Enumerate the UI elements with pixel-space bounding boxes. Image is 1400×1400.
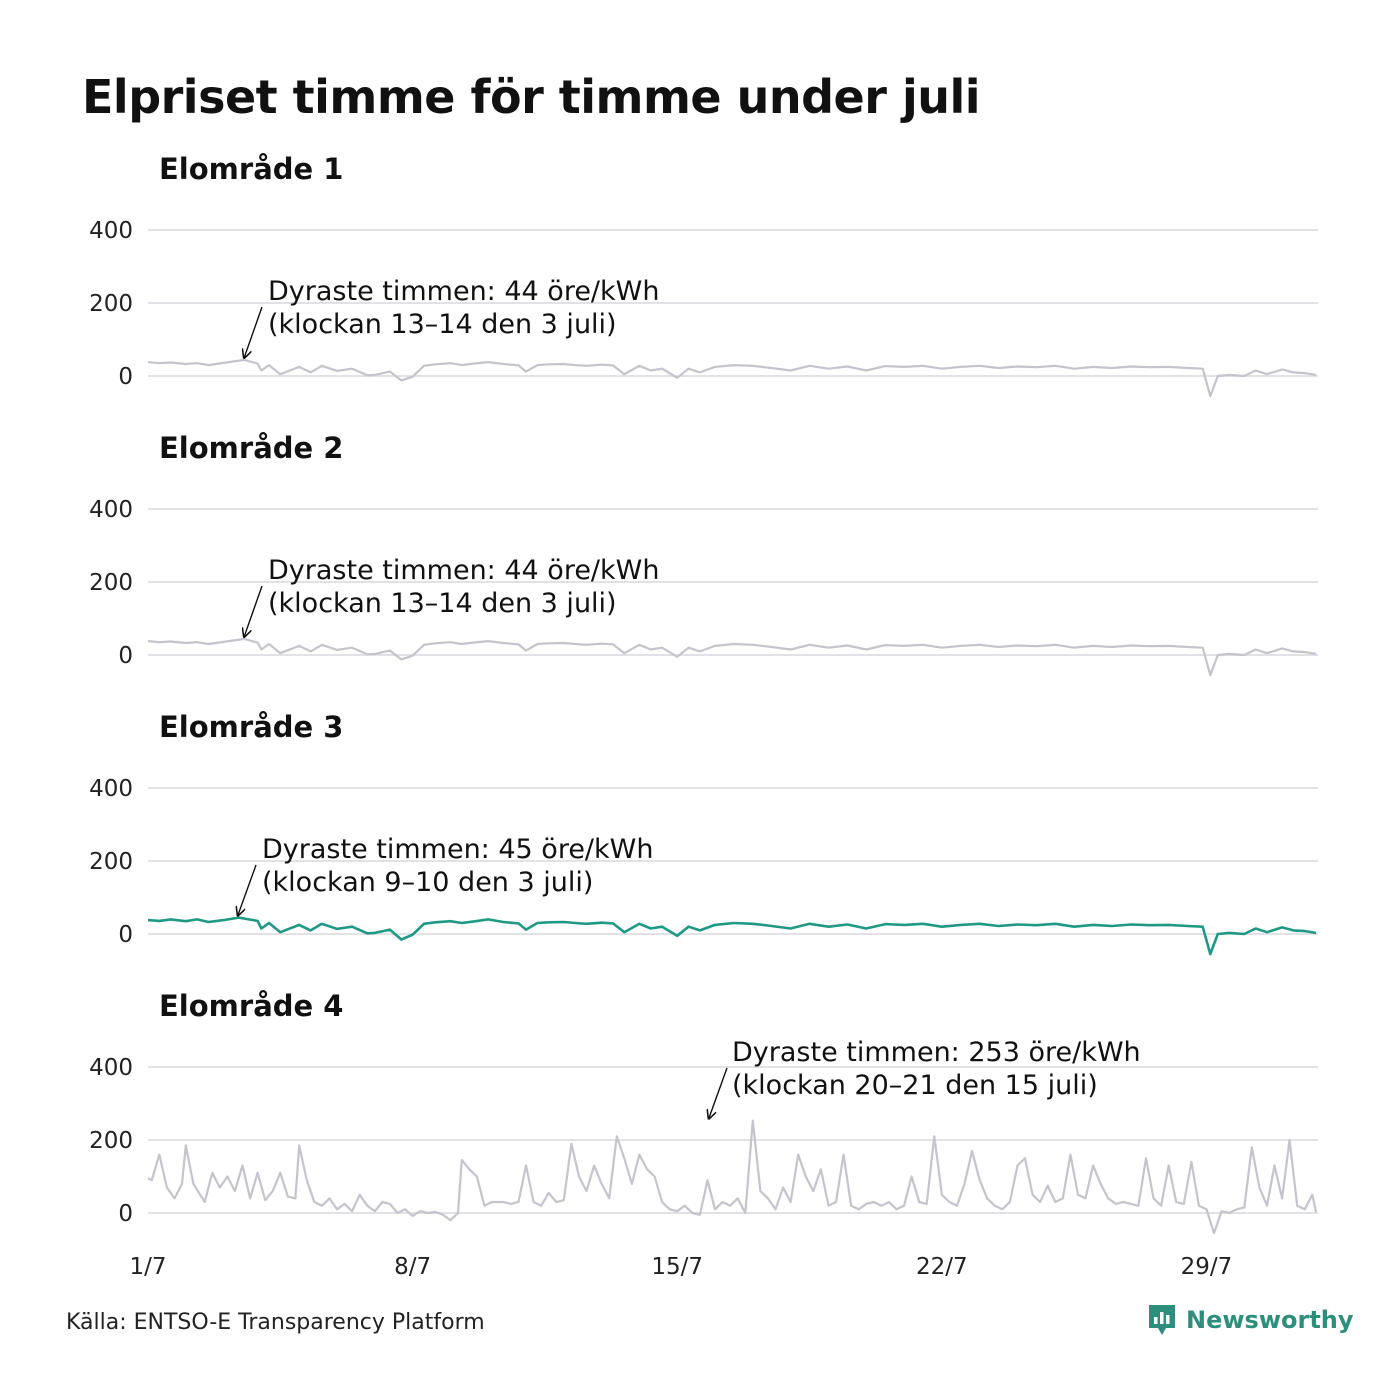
panel-elomrade-1: Elområde 1 0 200 400 Dyraste timmen: 44 öre/… — [89, 152, 1318, 398]
y-tick-label-400: 400 — [89, 776, 133, 802]
panel-subtitle: Elområde 4 — [159, 989, 343, 1023]
panel-elomrade-4: Elområde 4 0 200 400 Dyraste timmen: 253 öre… — [89, 989, 1318, 1280]
y-tick-label-0: 0 — [118, 1201, 133, 1227]
annotation-max-time: (klockan 20–21 den 15 juli) — [732, 1070, 1098, 1101]
x-tick-label: 29/7 — [1181, 1254, 1233, 1280]
newsworthy-bar-chart-icon — [1149, 1305, 1175, 1335]
y-tick-label-0: 0 — [118, 922, 133, 948]
y-tick-label-200: 200 — [89, 849, 133, 875]
annotation-max-time: (klockan 13–14 den 3 juli) — [268, 309, 617, 340]
series-line — [147, 358, 1317, 398]
annotation-max-price: Dyraste timmen: 44 öre/kWh — [268, 276, 659, 307]
y-tick-label-200: 200 — [89, 291, 133, 317]
x-tick-label: 22/7 — [916, 1254, 968, 1280]
series-line — [147, 1119, 1318, 1235]
panel-elomrade-3: Elområde 3 0 200 400 Dyraste timmen: 45 öre/… — [89, 710, 1318, 956]
panel-subtitle: Elområde 2 — [159, 431, 343, 465]
series-line — [147, 916, 1317, 956]
newsworthy-logo: Newsworthy — [1146, 1302, 1354, 1338]
y-tick-label-400: 400 — [89, 218, 133, 244]
panel-subtitle: Elområde 1 — [159, 152, 343, 186]
panel-subtitle: Elområde 3 — [159, 710, 343, 744]
y-tick-label-400: 400 — [89, 497, 133, 523]
annotation-max-price: Dyraste timmen: 44 öre/kWh — [268, 555, 659, 586]
annotation-max-time: (klockan 9–10 den 3 juli) — [262, 867, 593, 898]
annotation-max-time: (klockan 13–14 den 3 juli) — [268, 588, 617, 619]
source-note: Källa: ENTSO-E Transparency Platform — [66, 1310, 485, 1335]
annotation-arrow — [709, 1067, 728, 1119]
annotation-arrow — [238, 864, 257, 916]
annotation-max-price: Dyraste timmen: 45 öre/kWh — [262, 834, 653, 865]
x-tick-label: 15/7 — [651, 1254, 703, 1280]
y-tick-label-200: 200 — [89, 570, 133, 596]
annotation-arrow — [244, 585, 263, 637]
annotation-max-price: Dyraste timmen: 253 öre/kWh — [732, 1037, 1141, 1068]
chart-title: Elpriset timme för timme under juli — [82, 70, 981, 124]
y-tick-label-400: 400 — [89, 1055, 133, 1081]
brand-name: Newsworthy — [1186, 1306, 1354, 1334]
panel-elomrade-2: Elområde 2 0 200 400 Dyraste timmen: 44 öre/… — [89, 431, 1318, 677]
annotation-arrow — [244, 306, 263, 358]
x-tick-label: 8/7 — [394, 1254, 431, 1280]
y-tick-label-0: 0 — [118, 364, 133, 390]
y-tick-label-0: 0 — [118, 643, 133, 669]
y-tick-label-200: 200 — [89, 1128, 133, 1154]
x-tick-label: 1/7 — [129, 1254, 166, 1280]
series-line — [147, 637, 1317, 677]
